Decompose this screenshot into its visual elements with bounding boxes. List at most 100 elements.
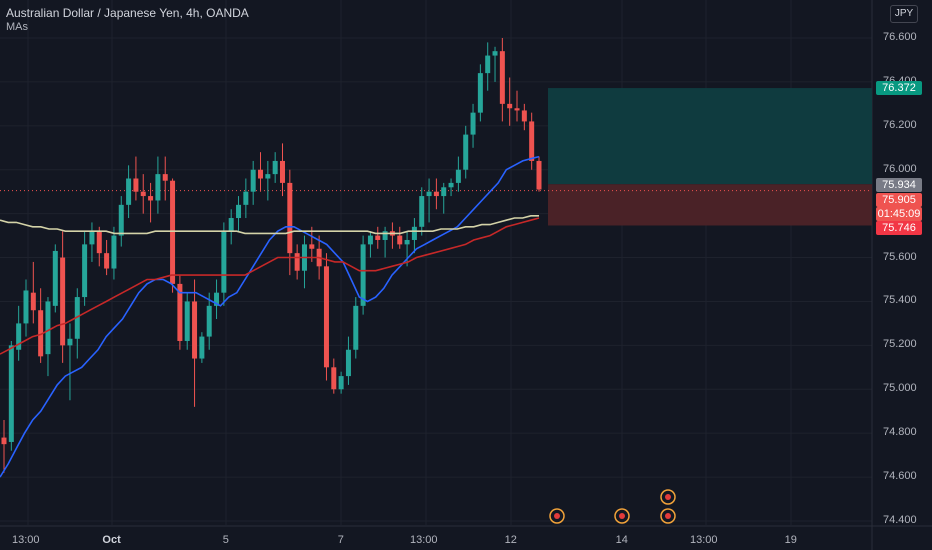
candle-body: [353, 305, 359, 350]
price-tick-label: 75.000: [883, 382, 917, 395]
candle-body: [206, 305, 212, 337]
candle-body: [309, 244, 315, 249]
candle-body: [8, 345, 14, 442]
stop-zone: [548, 184, 872, 226]
candle-body: [155, 174, 161, 201]
candle-body: [38, 310, 44, 357]
candle-body: [214, 292, 220, 306]
price-tick-label: 74.800: [883, 426, 917, 439]
candle-body: [1, 437, 7, 445]
candle-body: [74, 297, 80, 339]
current-price-tag: 75.905: [876, 193, 922, 207]
candle-body: [140, 191, 146, 197]
candle-body: [111, 235, 117, 269]
candle-body: [536, 160, 542, 190]
candle-body: [236, 204, 242, 219]
candle-body: [375, 235, 381, 240]
candle-body: [279, 160, 285, 183]
candle-body: [529, 121, 535, 161]
candle-body: [492, 51, 498, 56]
candle-body: [272, 160, 278, 175]
candle-body: [367, 235, 373, 245]
countdown-tag: 01:45:09: [876, 207, 922, 221]
price-tick-label: 76.200: [883, 118, 917, 131]
candle-body: [52, 250, 58, 306]
price-tick-label: 75.200: [883, 338, 917, 351]
candle-body: [411, 226, 417, 240]
candle-body: [126, 178, 132, 205]
candle-body: [23, 290, 29, 324]
candle-body: [507, 103, 513, 109]
candle-body: [331, 367, 337, 390]
candle-body: [89, 231, 95, 245]
candle-body: [521, 110, 527, 122]
candle-body: [45, 301, 51, 355]
time-tick-label: 5: [222, 534, 229, 546]
candle-body: [177, 283, 183, 341]
time-tick-label: 13:00: [410, 534, 438, 546]
candle-body: [199, 336, 205, 359]
candle-body: [338, 376, 344, 390]
candle-body: [133, 178, 139, 192]
candle-body: [433, 191, 439, 197]
symbol-title[interactable]: Australian Dollar / Japanese Yen, 4h, OA…: [6, 6, 249, 20]
candle-body: [67, 338, 73, 346]
candle-body: [477, 73, 483, 113]
candle-body: [243, 191, 249, 205]
candle-body: [360, 244, 366, 306]
time-tick-label: 19: [784, 534, 797, 546]
candle-body: [441, 187, 447, 197]
candle-body: [258, 169, 264, 179]
time-tick-label: 14: [615, 534, 628, 546]
indicator-label[interactable]: MAs: [6, 21, 28, 33]
target-price-tag: 76.372: [876, 81, 922, 95]
candle-body: [485, 55, 491, 74]
event-marker-dot: [665, 513, 671, 519]
candle-body: [221, 231, 227, 293]
price-tick-label: 74.600: [883, 470, 917, 483]
target-zone: [548, 88, 872, 185]
moving-average-line: [0, 215, 539, 235]
candle-body: [448, 182, 454, 188]
candle-body: [228, 218, 234, 232]
price-tick-label: 75.400: [883, 294, 917, 307]
last-price-tag: 75.934: [876, 178, 922, 192]
event-marker-dot: [619, 513, 625, 519]
moving-average-line: [0, 155, 540, 478]
candle-body: [118, 204, 124, 236]
candle-body: [104, 253, 110, 269]
time-tick-label: 13:00: [12, 534, 40, 546]
candle-body: [82, 244, 88, 298]
candle-body: [419, 196, 425, 227]
time-tick-label: 12: [504, 534, 517, 546]
time-tick-label: Oct: [102, 534, 121, 546]
candle-body: [162, 174, 168, 181]
time-tick-label: 13:00: [690, 534, 718, 546]
candle-body: [499, 51, 505, 104]
candle-body: [148, 196, 154, 201]
candle-body: [426, 191, 432, 197]
candle-body: [96, 231, 102, 254]
price-tick-label: 76.600: [883, 31, 917, 43]
candle-body: [382, 231, 388, 240]
candle-body: [470, 112, 476, 135]
candle-body: [170, 180, 176, 284]
candle-body: [323, 266, 329, 368]
candle-body: [192, 301, 198, 359]
stop-price-tag: 75.746: [876, 221, 922, 235]
moving-average-line: [0, 217, 540, 355]
price-tick-label: 76.000: [883, 162, 917, 175]
candle-body: [455, 169, 461, 183]
candle-body: [287, 182, 293, 254]
event-marker-dot: [665, 494, 671, 500]
candle-body: [184, 301, 190, 341]
candle-body: [30, 292, 36, 311]
price-tick-label: 74.400: [883, 514, 917, 526]
candle-body: [463, 134, 469, 170]
candle-body: [60, 257, 66, 346]
candle-body: [514, 108, 520, 111]
price-tick-label: 75.600: [883, 250, 917, 263]
currency-button[interactable]: JPY: [890, 5, 918, 23]
candle-body: [404, 239, 410, 245]
